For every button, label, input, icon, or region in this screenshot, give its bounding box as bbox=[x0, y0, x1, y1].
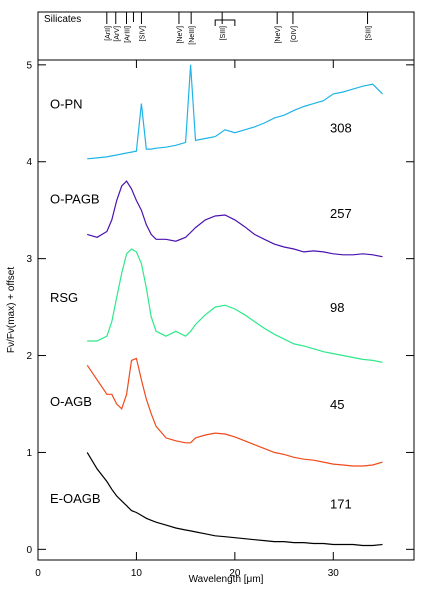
line-marker-label: [OIV] bbox=[291, 26, 298, 42]
silicate-band bbox=[214, 19, 236, 26]
y-tick-label: 4 bbox=[26, 157, 32, 168]
y-tick-label: 5 bbox=[26, 60, 32, 71]
spectrum bbox=[86, 452, 383, 547]
line-marker-label: [NeV] bbox=[275, 26, 282, 44]
y-tick-label: 2 bbox=[26, 351, 32, 362]
x-axis-label: Wavelength [μm] bbox=[189, 574, 264, 585]
line-marker-label: [ArII] bbox=[105, 26, 112, 41]
spectrum bbox=[87, 180, 383, 258]
series-annotation: 257 bbox=[330, 206, 352, 221]
line-marker-label: [ArIII] bbox=[124, 26, 131, 43]
spectrum bbox=[86, 357, 383, 467]
series-annotation: 308 bbox=[330, 121, 352, 136]
series-name: E-OAGB bbox=[50, 491, 101, 506]
y-axis-label: Fν/Fν(max) + offset bbox=[6, 267, 17, 353]
line-marker-label: [SIII] bbox=[220, 26, 227, 40]
line-marker-label: [NeV] bbox=[177, 26, 184, 44]
x-tick-label: 30 bbox=[328, 568, 340, 579]
series-name: O-AGB bbox=[50, 394, 92, 409]
x-tick-label: 20 bbox=[229, 568, 241, 579]
y-tick-label: 1 bbox=[26, 448, 32, 459]
panel-title: Silicates bbox=[44, 14, 81, 25]
x-tick-label: 10 bbox=[131, 568, 143, 579]
line-marker-label: [SIII] bbox=[366, 26, 373, 40]
series-name: RSG bbox=[50, 290, 78, 305]
y-tick-label: 3 bbox=[26, 254, 32, 265]
series-annotation: 45 bbox=[330, 397, 344, 412]
y-tick-label: 0 bbox=[26, 545, 32, 556]
line-marker-label: [ArV] bbox=[114, 26, 121, 42]
line-marker-label: [SIV] bbox=[139, 26, 146, 41]
spectrum bbox=[87, 248, 383, 363]
plot-frame bbox=[37, 59, 415, 561]
series-annotation: 171 bbox=[330, 497, 352, 512]
x-tick-label: 0 bbox=[35, 568, 41, 579]
series-name: O-PAGB bbox=[50, 191, 100, 206]
series-annotation: 98 bbox=[330, 300, 344, 315]
line-marker-label: [NeIII] bbox=[189, 26, 196, 45]
spectrum bbox=[87, 64, 383, 160]
series-name: O-PN bbox=[50, 96, 83, 111]
